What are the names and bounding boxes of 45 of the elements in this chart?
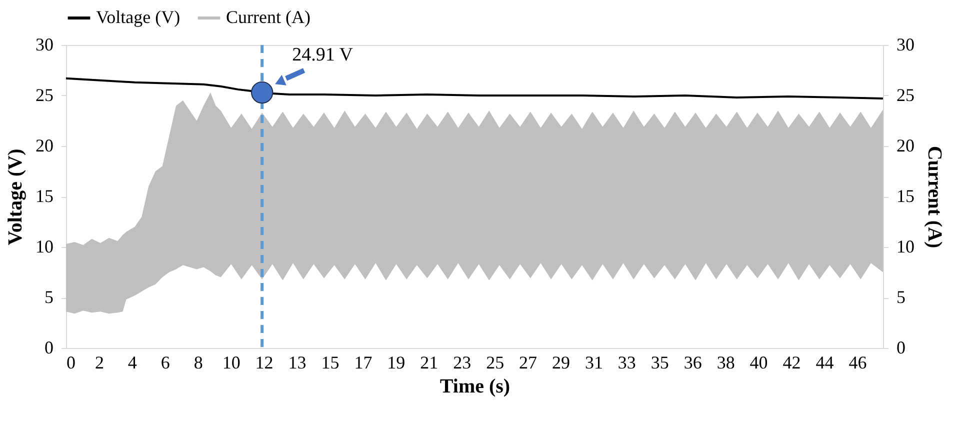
x-tick-label: 8: [194, 352, 203, 372]
x-tick-label: 0: [66, 352, 76, 372]
y-tick-label: 20: [36, 136, 54, 156]
legend-label: Current (A): [226, 7, 310, 27]
y2-tick-label: 30: [896, 34, 914, 54]
x-tick-label: 44: [816, 352, 834, 372]
x-tick-label: 6: [160, 352, 170, 372]
x-tick-label: 17: [354, 352, 372, 372]
y2-axis-title: Current (A): [924, 146, 946, 248]
y-tick-label: 5: [44, 287, 54, 307]
y2-tick-label: 15: [896, 186, 914, 206]
x-tick-label: 4: [128, 352, 137, 372]
x-tick-label: 36: [684, 352, 702, 372]
x-tick-label: 38: [716, 352, 735, 372]
x-tick-label: 31: [584, 352, 603, 372]
y-tick-label: 30: [36, 34, 54, 54]
y-axis-title: Voltage (V): [4, 148, 26, 246]
x-axis-title: Time (s): [440, 376, 510, 398]
x-tick-label: 29: [552, 352, 570, 372]
x-tick-label: 13: [288, 352, 306, 372]
legend-label: Voltage (V): [96, 7, 180, 27]
y2-tick-label: 10: [896, 236, 914, 256]
x-tick-label: 42: [782, 352, 801, 372]
y2-tick-label: 5: [896, 287, 906, 307]
x-tick-label: 10: [222, 352, 240, 372]
x-tick-label: 46: [848, 352, 867, 372]
annotation: 24.91 V: [292, 44, 354, 66]
y-tick-label: 10: [36, 236, 54, 256]
x-tick-label: 35: [650, 352, 669, 372]
y2-tick-label: 0: [896, 338, 906, 358]
x-tick-label: 40: [750, 352, 768, 372]
y-tick-label: 25: [36, 85, 54, 105]
x-tick-label: 12: [255, 352, 274, 372]
y2-tick-label: 25: [896, 85, 914, 105]
x-tick-label: 33: [618, 352, 636, 372]
x-tick-label: 19: [387, 352, 406, 372]
y2-tick-label: 20: [896, 136, 914, 156]
x-tick-label: 15: [321, 352, 340, 372]
x-tick-label: 2: [94, 352, 104, 372]
x-tick-label: 27: [519, 352, 538, 372]
x-tick-label: 25: [486, 352, 504, 372]
y-tick-label: 15: [36, 186, 54, 206]
x-tick-label: 23: [453, 352, 472, 372]
x-tick-label: 21: [420, 352, 438, 372]
y-tick-label: 0: [44, 338, 54, 358]
